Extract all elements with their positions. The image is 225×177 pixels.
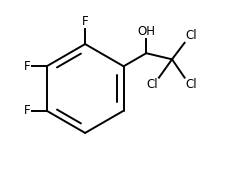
Text: Cl: Cl: [184, 29, 196, 42]
Text: OH: OH: [137, 25, 155, 38]
Text: F: F: [24, 104, 31, 117]
Text: Cl: Cl: [146, 78, 158, 91]
Text: F: F: [24, 60, 31, 73]
Text: F: F: [81, 15, 88, 28]
Text: Cl: Cl: [184, 78, 196, 91]
